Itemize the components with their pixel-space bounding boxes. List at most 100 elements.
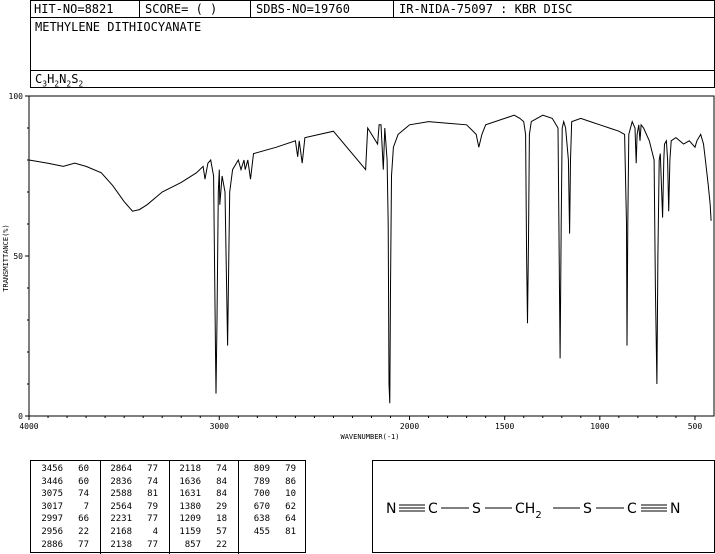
peak-transmittance: 57 bbox=[216, 527, 227, 537]
peak-wavenumber: 3456 bbox=[41, 464, 63, 474]
peak-wavenumber: 3075 bbox=[41, 489, 63, 500]
peak-row: 2588 81 bbox=[102, 489, 158, 499]
peak-row: 3446 60 bbox=[33, 477, 89, 487]
peak-row: 789 86 bbox=[240, 477, 296, 487]
peak-transmittance: 60 bbox=[78, 464, 89, 474]
peak-wavenumber: 2168 bbox=[110, 527, 132, 537]
peak-transmittance: 77 bbox=[147, 539, 158, 550]
atom-n-left: N bbox=[386, 501, 396, 517]
x-tick-label: 2000 bbox=[400, 422, 419, 431]
peak-row: 2231 77 bbox=[102, 514, 158, 524]
peak-row: 857 22 bbox=[171, 540, 227, 550]
y-tick-label: 100 bbox=[9, 92, 24, 101]
peak-wavenumber: 700 bbox=[253, 489, 270, 500]
molecular-formula: C3H2N2S2 bbox=[35, 72, 84, 89]
peak-row: 2138 77 bbox=[102, 540, 158, 550]
peak-transmittance: 86 bbox=[285, 476, 296, 487]
peak-row: 809 79 bbox=[240, 464, 296, 474]
peak-transmittance: 77 bbox=[147, 514, 158, 525]
hit-number: HIT-NO=8821 bbox=[34, 2, 114, 16]
peak-transmittance: 77 bbox=[78, 539, 89, 550]
peak-row: 2997 66 bbox=[33, 514, 89, 524]
atom-c-left: C bbox=[428, 501, 438, 517]
peak-row: 2956 22 bbox=[33, 527, 89, 537]
peak-transmittance: 77 bbox=[147, 464, 158, 474]
peak-wavenumber: 3017 bbox=[41, 501, 63, 512]
peak-transmittance: 79 bbox=[147, 501, 158, 512]
y-tick-label: 0 bbox=[18, 412, 23, 421]
peak-wavenumber: 2138 bbox=[110, 539, 132, 550]
peak-transmittance: 22 bbox=[78, 527, 89, 537]
peak-wavenumber: 2997 bbox=[41, 514, 63, 525]
peak-column-divider bbox=[100, 461, 101, 554]
peak-transmittance: 18 bbox=[216, 514, 227, 525]
atom-ch2: CH2 bbox=[515, 501, 542, 521]
peak-transmittance: 81 bbox=[147, 489, 158, 500]
atom-c-right: C bbox=[627, 501, 637, 517]
compound-name-box: METHYLENE DITHIOCYANATE bbox=[30, 17, 715, 71]
peak-wavenumber: 1636 bbox=[179, 476, 201, 487]
peak-row: 1380 29 bbox=[171, 502, 227, 512]
peak-wavenumber: 2118 bbox=[179, 464, 201, 474]
peak-row: 455 81 bbox=[240, 527, 296, 537]
atom-s-left: S bbox=[472, 501, 481, 517]
peak-row: 3075 74 bbox=[33, 489, 89, 499]
peak-wavenumber: 1631 bbox=[179, 489, 201, 500]
peak-transmittance: 79 bbox=[285, 464, 296, 474]
peak-wavenumber: 2231 bbox=[110, 514, 132, 525]
ir-nida-number: IR-NIDA-75097 : KBR DISC bbox=[399, 2, 573, 16]
peak-row: 2168 4 bbox=[102, 527, 158, 537]
peak-row: 1631 84 bbox=[171, 489, 227, 499]
peak-transmittance: 60 bbox=[78, 476, 89, 487]
peak-wavenumber: 2588 bbox=[110, 489, 132, 500]
peak-transmittance: 74 bbox=[78, 489, 89, 500]
peak-transmittance: 84 bbox=[216, 489, 227, 500]
compound-name: METHYLENE DITHIOCYANATE bbox=[35, 20, 202, 34]
peak-transmittance: 81 bbox=[285, 527, 296, 537]
peak-wavenumber: 2886 bbox=[41, 539, 63, 550]
ir-spectrum-chart: 4000 3000 2000 1500 1000 500 0 50 100 WAVENUMBE… bbox=[2, 92, 715, 441]
peak-column-divider bbox=[169, 461, 170, 554]
y-tick-label: 50 bbox=[13, 252, 23, 261]
peak-transmittance: 7 bbox=[83, 501, 89, 512]
peak-transmittance: 74 bbox=[216, 464, 227, 474]
peak-wavenumber: 455 bbox=[253, 527, 270, 537]
peak-row: 1159 57 bbox=[171, 527, 227, 537]
peak-transmittance: 62 bbox=[285, 501, 296, 512]
peak-row: 670 62 bbox=[240, 502, 296, 512]
peak-transmittance: 74 bbox=[147, 476, 158, 487]
x-tick-label: 1500 bbox=[495, 422, 514, 431]
peak-wavenumber: 1159 bbox=[179, 527, 201, 537]
peak-wavenumber: 1380 bbox=[179, 501, 201, 512]
peak-wavenumber: 2564 bbox=[110, 501, 132, 512]
peak-row: 2836 74 bbox=[102, 477, 158, 487]
x-axis-label: WAVENUMBER(-1) bbox=[340, 433, 399, 441]
peak-row: 3456 60 bbox=[33, 464, 89, 474]
atom-n-right: N bbox=[670, 501, 680, 517]
peak-wavenumber: 3446 bbox=[41, 476, 63, 487]
peak-wavenumber: 2836 bbox=[110, 476, 132, 487]
peak-row: 2864 77 bbox=[102, 464, 158, 474]
structure-box: N C S CH2 S C N bbox=[372, 460, 715, 553]
peak-transmittance: 10 bbox=[285, 489, 296, 500]
y-axis-label: TRANSMITTANCE(%) bbox=[2, 224, 10, 291]
peak-transmittance: 22 bbox=[216, 539, 227, 550]
peak-transmittance: 4 bbox=[152, 527, 158, 537]
peak-wavenumber: 2864 bbox=[110, 464, 132, 474]
peak-wavenumber: 670 bbox=[253, 501, 270, 512]
x-tick-label: 3000 bbox=[210, 422, 229, 431]
formula-box: C3H2N2S2 bbox=[30, 70, 715, 88]
structure-diagram: N C S CH2 S C N bbox=[386, 501, 680, 521]
peak-transmittance: 64 bbox=[285, 514, 296, 525]
peak-transmittance: 29 bbox=[216, 501, 227, 512]
peak-wavenumber: 789 bbox=[253, 476, 270, 487]
peak-row: 3017 7 bbox=[33, 502, 89, 512]
x-tick-label: 4000 bbox=[19, 422, 38, 431]
x-tick-label: 500 bbox=[688, 422, 703, 431]
peak-row: 638 64 bbox=[240, 514, 296, 524]
peak-row: 1209 18 bbox=[171, 514, 227, 524]
peak-table: 3456 60 3446 60 3075 74 3017 7 2997 66 2956 22 2886 7… bbox=[30, 460, 306, 554]
spectrum-line bbox=[28, 114, 712, 404]
atom-s-right: S bbox=[583, 501, 592, 517]
x-tick-label: 1000 bbox=[590, 422, 609, 431]
